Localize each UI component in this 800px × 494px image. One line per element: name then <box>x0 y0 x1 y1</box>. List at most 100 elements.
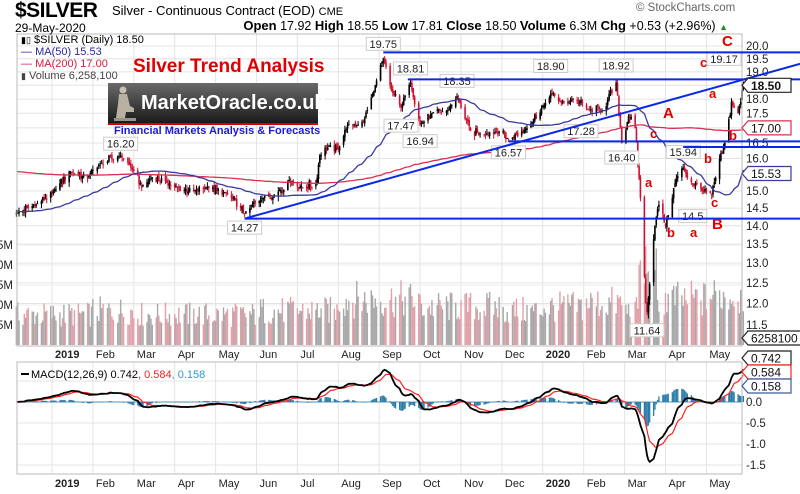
volume-bar <box>627 304 630 345</box>
price-bar-body <box>465 118 468 120</box>
volume-bar <box>309 318 312 345</box>
volume-bar <box>352 302 354 345</box>
price-bar-body <box>243 213 246 215</box>
price-bar-body <box>195 188 198 192</box>
volume-bar <box>383 307 386 345</box>
volume-bar <box>63 304 65 345</box>
price-bar-body <box>49 191 52 199</box>
volume-bar <box>55 320 57 345</box>
price-bar-body <box>370 97 373 109</box>
legend-price: ▮▯ $SILVER (Daily) 18.50 <box>21 35 144 46</box>
wave-label-a: a <box>709 86 717 101</box>
volume-bar <box>283 321 285 345</box>
volume-bar <box>611 286 613 345</box>
volume-bar <box>385 307 387 345</box>
volume-bar <box>520 320 523 345</box>
volume-bar <box>362 301 365 345</box>
price-bar-body <box>32 204 35 206</box>
price-bar-body <box>731 101 734 105</box>
volume-bar <box>608 297 610 345</box>
volume-bar <box>398 294 401 345</box>
price-bar-body <box>572 98 574 100</box>
volume-bar <box>131 310 134 345</box>
volume-bar <box>540 315 543 345</box>
volume-bar <box>121 313 123 345</box>
volume-bar <box>15 306 18 345</box>
volume-bar <box>464 293 466 345</box>
price-bar-body <box>146 182 148 187</box>
price-bar-body <box>681 168 683 178</box>
volume-bar <box>298 314 300 345</box>
volume-bar <box>170 325 172 345</box>
volume-bar <box>249 311 251 345</box>
price-bar-body <box>492 132 495 135</box>
price-bar-body <box>217 188 220 191</box>
price-bar-body <box>165 180 168 183</box>
price-bar-body <box>626 122 629 130</box>
volume-bar <box>148 314 151 345</box>
volume-bar <box>400 280 402 345</box>
price-bar-body <box>432 112 435 113</box>
price-bar-body <box>487 135 490 137</box>
volume-bar <box>305 318 308 345</box>
volume-bar <box>130 309 132 345</box>
price-bar-body <box>676 175 679 179</box>
price-bar-body <box>520 131 523 136</box>
price-bar-body <box>51 190 53 193</box>
price-bar-body <box>133 169 135 172</box>
high-label: High <box>314 18 344 33</box>
volume-value: 6.3M <box>569 19 598 33</box>
volume-bar <box>418 293 420 345</box>
volume-bar <box>61 318 64 345</box>
volume-bar <box>27 307 29 345</box>
volume-bar <box>431 300 433 345</box>
price-bar-body <box>667 215 670 217</box>
price-bar-body <box>242 204 245 213</box>
price-label: 15.94 <box>669 147 697 159</box>
volume-bar <box>403 315 405 345</box>
price-bar-body <box>136 170 139 175</box>
price-bar-body <box>417 103 420 120</box>
price-bar-body <box>700 183 702 190</box>
volume-bar <box>675 286 678 345</box>
price-bar-body <box>441 111 444 113</box>
volume-bar <box>599 309 602 345</box>
volume-bar <box>254 324 256 345</box>
volume-bar <box>648 288 651 345</box>
macd-legend: MACD(12,26,9) 0.742, 0.584, 0.158 <box>21 369 205 381</box>
volume-bar <box>422 315 424 345</box>
volume-bar <box>718 290 721 345</box>
volume-bar <box>118 314 120 345</box>
price-bar-body <box>122 158 125 160</box>
axes: 2019 2019 Feb Feb Mar Mar Apr Apr May May Jun Jun Ju… <box>0 41 768 490</box>
price-bar-body <box>627 116 630 124</box>
price-bar-body <box>317 164 320 180</box>
volume-bar <box>724 297 726 345</box>
price-bar-body <box>404 95 406 98</box>
volume-bar <box>713 280 716 345</box>
close-value: 18.50 <box>485 19 517 33</box>
instrument-name: Silver - Continuous Contract (EOD) CME <box>112 4 343 18</box>
volume-bar <box>615 313 617 345</box>
price-bar-body <box>64 176 66 181</box>
statue-icon <box>114 86 136 121</box>
volume-bar <box>467 312 469 345</box>
volume-bar <box>98 320 100 345</box>
volume-bar <box>655 248 657 345</box>
price-label-box <box>365 36 401 51</box>
price-bar-body <box>729 115 731 118</box>
volume-bar <box>371 295 374 345</box>
volume-bar <box>701 315 704 345</box>
legend-price-text: $SILVER (Daily) 18.50 <box>33 34 144 46</box>
volume-bar <box>79 312 81 345</box>
price-axis-label: 14.5 <box>746 203 768 215</box>
volume-bar <box>236 306 238 345</box>
price-bar-body <box>437 108 440 111</box>
price-bar-body <box>738 105 741 113</box>
x-axis-label: Aug <box>341 478 361 490</box>
price-axis-label: 17.5 <box>746 108 768 120</box>
price-bar-body <box>173 184 176 188</box>
price-bar-body <box>325 148 328 151</box>
price-bar-body <box>130 163 132 168</box>
price-bar-body <box>557 96 560 101</box>
